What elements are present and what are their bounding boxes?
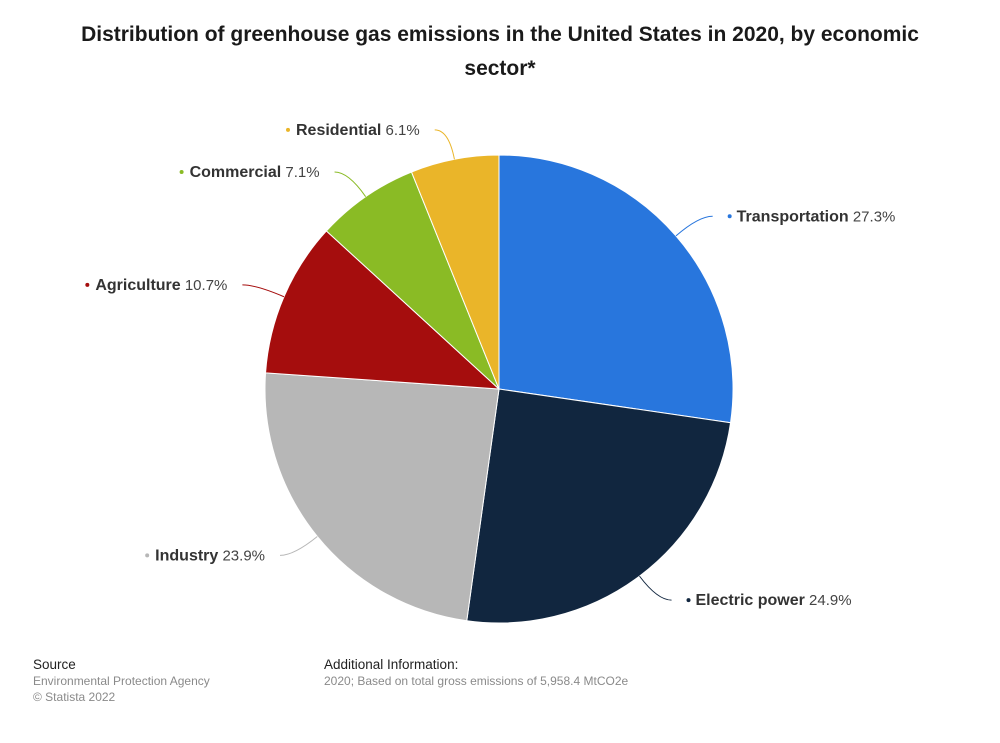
source-text[interactable]: Environmental Protection Agency [33,674,210,688]
pie-label-bullet-transportation [727,214,732,219]
chart-title: Distribution of greenhouse gas emissions… [81,23,919,80]
additional-info-block: Additional Information: 2020; Based on t… [324,657,628,689]
pie-label-transportation: Transportation 27.3% [737,208,896,225]
pie-label-name: Transportation [737,208,849,225]
pie-label-commercial: Commercial 7.1% [190,164,320,181]
pie-slice-transportation[interactable] [498,154,734,424]
pie-connector-transportation [675,215,713,237]
pie-label-value: 10.7% [181,277,228,294]
pie-label-value: 24.9% [805,592,852,609]
additional-info-text: 2020; Based on total gross emissions of … [324,674,629,688]
pie-connector-electric-power [639,575,672,601]
pie-label-value: 7.1% [281,164,319,181]
source-heading: Source [33,657,76,672]
pie-slice-residential[interactable] [410,154,500,390]
pie-label-value: 27.3% [849,208,896,225]
pie-chart: Transportation 27.3% Electric power 24.9%… [85,122,896,624]
pie-slice-electric-power[interactable] [466,388,732,624]
pie-label-value: 6.1% [381,122,419,139]
pie-label-value: 23.9% [218,547,265,564]
pie-label-bullet-industry [145,553,150,558]
pie-label-electric-power: Electric power 24.9% [696,592,852,609]
pie-label-bullet-commercial [179,170,184,175]
pie-label-name: Industry [155,547,218,564]
pie-slice-industry[interactable] [264,372,500,622]
pie-connector-industry [279,536,318,556]
source-block: Source Environmental Protection Agency ©… [33,657,210,705]
pie-label-name: Commercial [190,164,282,181]
pie-label-name: Electric power [696,592,805,609]
pie-label-industry: Industry 23.9% [155,547,265,564]
pie-label-bullet-electric-power [686,598,691,603]
pie-label-bullet-residential [285,127,290,132]
pie-label-residential: Residential 6.1% [296,122,420,139]
copyright-text: © Statista 2022 [33,690,116,704]
pie-label-agriculture: Agriculture 10.7% [95,277,227,294]
pie-label-name: Agriculture [95,277,180,294]
additional-info-heading: Additional Information: [324,657,459,672]
pie-slice-agriculture[interactable] [265,230,501,390]
pie-connector-commercial [334,171,367,197]
pie-slice-commercial[interactable] [325,171,500,390]
pie-label-bullet-agriculture [85,282,90,287]
pie-label-name: Residential [296,122,381,139]
pie-connector-agriculture [242,284,285,298]
pie-connector-residential [434,129,455,160]
